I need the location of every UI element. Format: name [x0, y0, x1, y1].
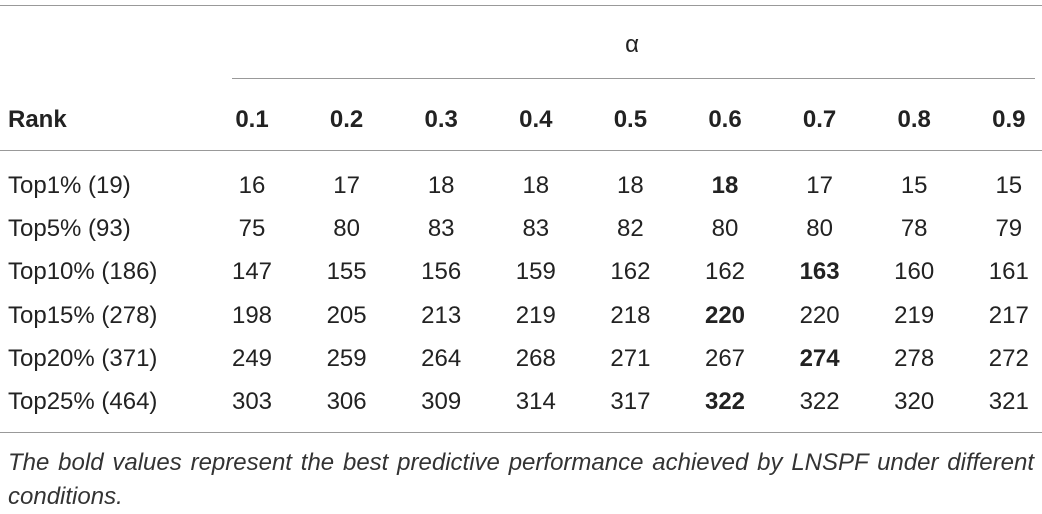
table-cell: 259 — [326, 344, 367, 372]
column-header: 0.5 — [613, 106, 648, 133]
table-cell: 272 — [988, 344, 1029, 372]
table-cell: 163 — [799, 258, 840, 286]
table-cell: 314 — [515, 388, 556, 415]
table-cell: 18 — [617, 172, 644, 199]
table-cell: 321 — [988, 388, 1029, 415]
table-cell: 218 — [610, 301, 651, 329]
table-cell: 309 — [421, 388, 462, 415]
table-cell: 80 — [806, 215, 833, 243]
table-cell: 79 — [995, 215, 1023, 243]
table-cell: 75 — [238, 215, 266, 243]
table-cell: 198 — [231, 301, 273, 329]
column-header: Rank — [8, 106, 67, 133]
table-cell: 83 — [522, 215, 550, 243]
row-label: Top1% (19) — [8, 172, 131, 199]
table-cell: 267 — [704, 344, 746, 372]
table-cell: 278 — [894, 344, 935, 372]
table-cell: 156 — [421, 258, 462, 286]
table-cell: 219 — [515, 301, 556, 329]
header-rule — [0, 150, 1042, 151]
table-cell: 322 — [704, 388, 746, 415]
top-rule — [0, 5, 1042, 6]
table-cell: 205 — [326, 301, 367, 329]
table-cell: 18 — [427, 172, 455, 199]
table-cell: 213 — [421, 301, 462, 329]
table-cell: 17 — [333, 172, 360, 199]
table-cell: 18 — [711, 172, 739, 199]
column-header: 0.3 — [424, 106, 458, 133]
table-cell: 160 — [894, 258, 935, 286]
table-cell: 268 — [515, 344, 556, 372]
table-cell: 16 — [238, 172, 266, 199]
column-header: 0.6 — [708, 106, 742, 133]
row-label: Top20% (371) — [8, 344, 158, 372]
table-cell: 217 — [988, 301, 1029, 329]
table-cell: 271 — [610, 344, 651, 372]
group-rule — [232, 78, 1035, 79]
table-cell: 15 — [900, 172, 928, 199]
column-header: 0.8 — [897, 106, 931, 133]
row-label: Top5% (93) — [8, 215, 131, 243]
table-cell: 162 — [704, 258, 746, 286]
table-cell: 83 — [427, 215, 455, 243]
row-label: Top15% (278) — [8, 301, 158, 329]
table-cell: 162 — [610, 258, 651, 286]
column-header: 0.1 — [235, 106, 269, 133]
table-cell: 274 — [799, 344, 840, 372]
table-cell: 220 — [704, 301, 746, 329]
table-cell: 80 — [333, 215, 360, 243]
footnote: The bold values represent the best predi… — [8, 449, 1034, 510]
column-header: 0.2 — [329, 106, 364, 133]
table-cell: 249 — [231, 344, 273, 372]
table-cell: 78 — [900, 215, 928, 243]
group-header: α — [625, 31, 639, 58]
table-cell: 303 — [231, 388, 273, 415]
table-cell: 82 — [617, 215, 644, 243]
table-cell: 161 — [988, 258, 1029, 286]
table-cell: 159 — [515, 258, 556, 286]
table-cell: 320 — [894, 388, 935, 415]
table-cell: 15 — [995, 172, 1023, 199]
row-label: Top10% (186) — [8, 258, 158, 286]
column-header: 0.4 — [519, 106, 553, 133]
table-cell: 317 — [610, 388, 651, 415]
table-cell: 80 — [711, 215, 739, 243]
table-cell: 322 — [799, 388, 840, 415]
table-cell: 220 — [799, 301, 840, 329]
bottom-rule — [0, 432, 1042, 433]
table-cell: 219 — [894, 301, 935, 329]
table-cell: 264 — [421, 344, 462, 372]
table-cell: 155 — [326, 258, 367, 286]
table-cell: 306 — [326, 388, 367, 415]
row-label: Top25% (464) — [8, 388, 158, 415]
column-header: 0.7 — [802, 106, 837, 133]
table-cell: 147 — [231, 258, 273, 286]
table-cell: 17 — [806, 172, 833, 199]
table-cell: 18 — [522, 172, 550, 199]
column-header: 0.9 — [992, 106, 1026, 133]
